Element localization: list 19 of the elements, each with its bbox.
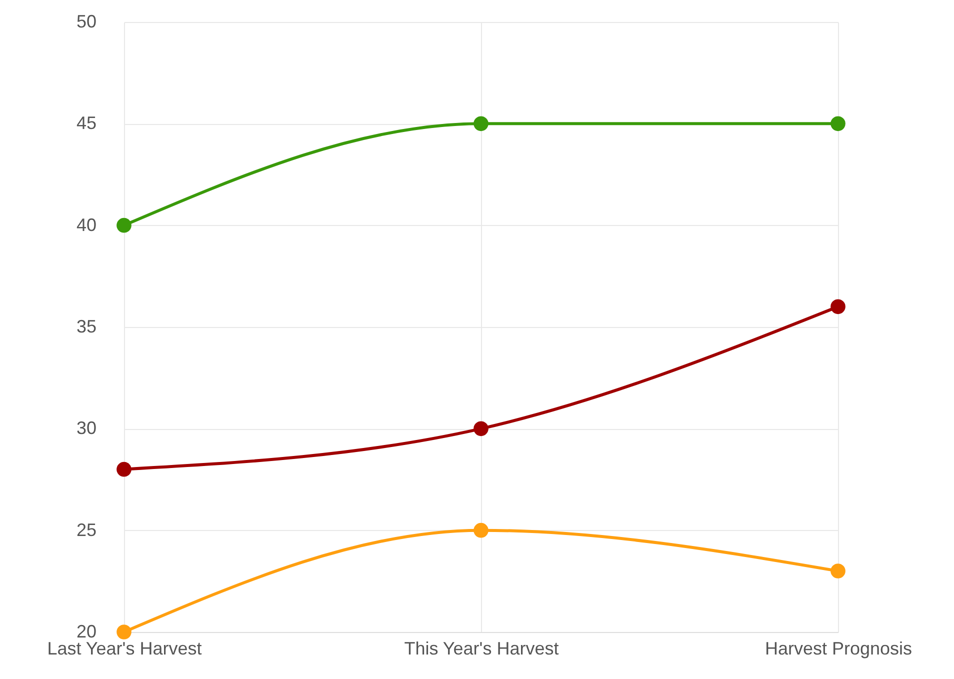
y-tick-label: 20 bbox=[76, 622, 96, 642]
point bbox=[830, 564, 846, 578]
point bbox=[830, 116, 846, 132]
y-tick-label: 30 bbox=[76, 418, 96, 438]
y-tick-label: 50 bbox=[76, 12, 96, 32]
point bbox=[830, 299, 846, 314]
y-tick-label: 40 bbox=[76, 214, 96, 235]
x-tick-label: Last Year's Harvest bbox=[47, 638, 202, 658]
point bbox=[116, 624, 132, 640]
x-tick-label: This Year's Harvest bbox=[404, 638, 559, 658]
point bbox=[474, 522, 488, 538]
y-tick-label: 25 bbox=[76, 520, 96, 540]
point bbox=[474, 421, 488, 436]
x-tick-label: Harvest Prognosis bbox=[764, 638, 912, 658]
point bbox=[474, 116, 488, 132]
point bbox=[116, 218, 132, 233]
point bbox=[116, 462, 132, 477]
y-tick-label: 45 bbox=[76, 113, 96, 134]
y-tick-label: 35 bbox=[76, 316, 96, 336]
